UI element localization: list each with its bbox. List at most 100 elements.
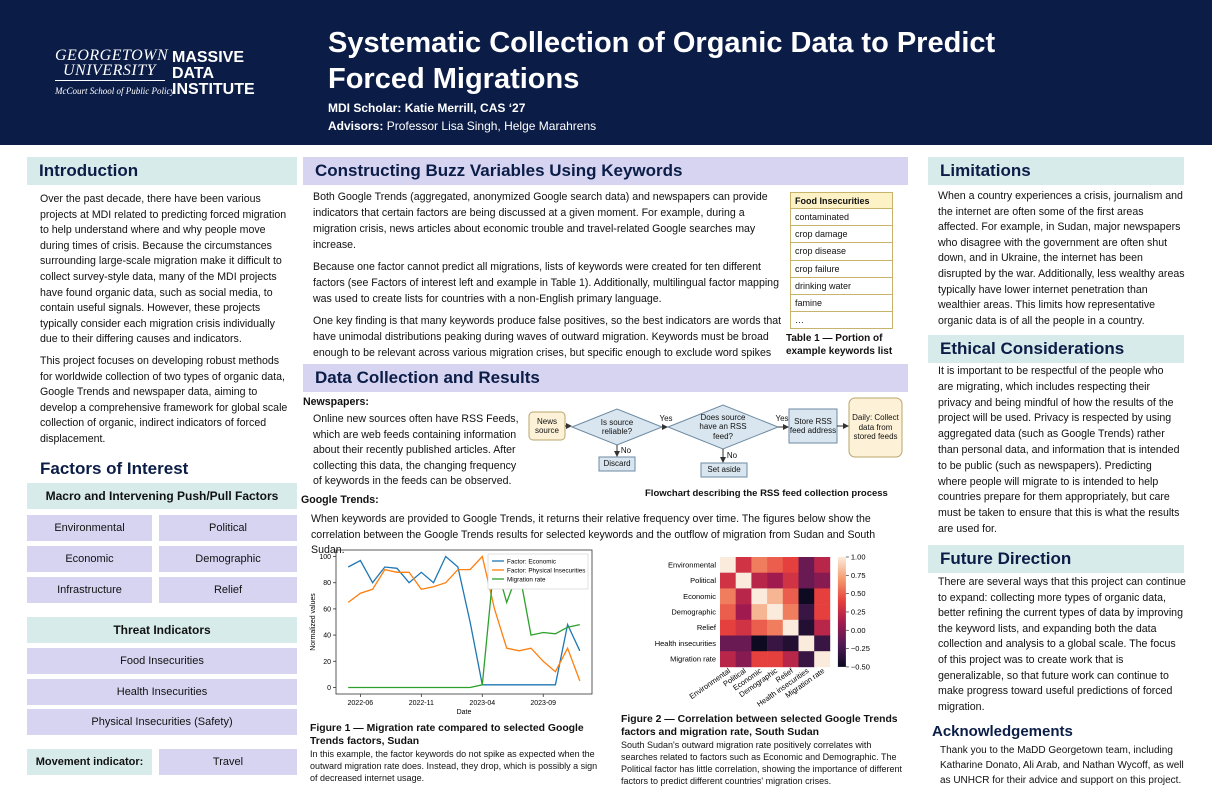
heatmap-cell xyxy=(720,588,736,605)
colorbar-label: −0.50 xyxy=(851,662,870,671)
y-tick-label: 100 xyxy=(319,554,331,561)
node-shape xyxy=(788,408,838,444)
row-label: Migration rate xyxy=(670,655,716,664)
threat-item: Health Insecurities xyxy=(27,678,297,705)
colorbar-label: 0.00 xyxy=(851,626,866,635)
table-cell: drinking water xyxy=(790,277,893,295)
logo-text: UNIVERSITY xyxy=(63,62,156,79)
colorbar-label: 0.25 xyxy=(851,607,866,616)
heatmap-cell xyxy=(767,651,784,668)
series-line xyxy=(347,555,581,686)
heatmap-cell xyxy=(751,635,768,652)
threat-item: Food Insecurities xyxy=(27,648,297,674)
table-caption: Table 1 — Portion of example keywords li… xyxy=(786,333,893,357)
colorbar-label: 0.50 xyxy=(851,589,866,598)
heatmap-cell xyxy=(720,557,736,573)
heatmap-cell xyxy=(751,619,768,636)
row-label: Demographic xyxy=(671,607,716,616)
heatmap-cell xyxy=(751,588,768,605)
x-tick-label: 2023-04 xyxy=(469,700,495,707)
value: Katie Merrill, CAS ‘27 xyxy=(404,101,526,115)
movement-value: Travel xyxy=(159,749,297,775)
series-line xyxy=(347,555,581,682)
heatmap-cell xyxy=(735,619,752,636)
node-label: News source xyxy=(534,416,559,436)
table-cell: crop disease xyxy=(790,243,893,261)
heatmap-cell xyxy=(767,557,784,573)
row-label: Environmental xyxy=(668,560,716,569)
heatmap-cell xyxy=(751,572,768,589)
line-chart: 0 20 40 60 80 100 2022-06 2022-11 2023-04 2023-09… xyxy=(310,549,593,716)
logo-text: MASSIVE xyxy=(172,49,245,66)
node-label: Daily: Collect data from stored feeds xyxy=(852,413,899,442)
ack-text: Thank you to the MaDD Georgetown team, i… xyxy=(940,745,1184,786)
newspapers-text: Online new sources often have RSS Feeds,… xyxy=(313,413,519,488)
factor-item: Demographic xyxy=(159,546,297,572)
section-heading: Limitations xyxy=(928,157,1184,185)
heatmap-cell xyxy=(735,557,752,573)
heatmap-cell xyxy=(735,635,752,652)
heatmap-cell xyxy=(798,619,815,636)
legend-box xyxy=(487,553,589,590)
table-header: Food Insecurities xyxy=(790,192,893,209)
heatmap-cell xyxy=(720,572,736,589)
heatmap: EnvironmentalEnvironmentalPoliticalPolit… xyxy=(655,553,870,709)
row-label: Health insecurities xyxy=(655,639,717,648)
section-heading: Data Collection and Results xyxy=(303,364,908,392)
colorbar xyxy=(837,557,846,667)
value: Professor Lisa Singh, Helge Marahrens xyxy=(386,119,597,133)
paragraph: Both Google Trends (aggregated, anonymiz… xyxy=(313,191,768,251)
university-logo: GEORGETOWN UNIVERSITY xyxy=(55,48,168,79)
heatmap-cell xyxy=(767,619,784,636)
x-tick-label: 2023-09 xyxy=(530,700,556,707)
node-label: Discard xyxy=(603,459,631,469)
heatmap-cell xyxy=(814,604,831,621)
heatmap-cell xyxy=(814,619,831,636)
heatmap-cell xyxy=(767,572,784,589)
heatmap-cell xyxy=(798,557,815,573)
heatmap-cell xyxy=(798,572,815,589)
heatmap-cell xyxy=(751,604,768,621)
heatmap-cell xyxy=(735,604,752,621)
heatmap-cell xyxy=(782,604,799,621)
node-label: Store RSS feed address xyxy=(789,416,837,436)
ethics-text: It is important to be respectful of the … xyxy=(938,365,1180,535)
heatmap-cell xyxy=(782,572,799,589)
heatmap-cell xyxy=(814,635,831,652)
intro-text: Over the past decade, there have been va… xyxy=(40,192,288,454)
node-shape xyxy=(848,397,903,458)
heatmap-cell xyxy=(798,604,815,621)
colorbar-label: −0.25 xyxy=(851,644,870,653)
header: GEORGETOWN UNIVERSITY McCourt School of … xyxy=(0,0,1212,145)
institute-logo: MASSIVE DATA INSTITUTE xyxy=(172,50,255,98)
paragraph: Over the past decade, there have been va… xyxy=(40,193,287,346)
edge-label: Yes xyxy=(775,414,789,424)
section-heading: Ethical Considerations xyxy=(928,335,1184,363)
y-tick-label: 40 xyxy=(323,633,331,640)
heatmap-cell xyxy=(814,651,831,668)
legend-label: Factor: Physical Insecurities xyxy=(507,567,585,574)
y-tick-label: 80 xyxy=(323,580,331,587)
factor-item: Political xyxy=(159,515,297,541)
heatmap-cell xyxy=(720,619,736,636)
flowchart: News source Is source reliable? Does sou… xyxy=(527,395,907,483)
table-body: contaminated crop damage crop disease crop … xyxy=(790,209,893,330)
heatmap-cell xyxy=(767,604,784,621)
legend-label: Migration rate xyxy=(507,576,546,583)
section-heading: Introduction xyxy=(27,157,297,185)
heatmap-cell xyxy=(767,635,784,652)
x-axis-label: Date xyxy=(457,709,472,716)
row-label: Political xyxy=(690,576,716,585)
section-heading: Factors of Interest xyxy=(40,459,189,478)
colorbar-label: 0.75 xyxy=(851,571,866,580)
table-cell: contaminated xyxy=(790,209,893,227)
row-label: Economic xyxy=(683,592,716,601)
keyword-table: Food Insecurities contaminated crop damag… xyxy=(790,192,893,330)
movement-label: Movement indicator: xyxy=(27,749,152,775)
heatmap-cell xyxy=(814,572,831,589)
label: Advisors: xyxy=(328,119,384,133)
title: Systematic Collection of Organic Data to… xyxy=(328,25,995,97)
heatmap-cell xyxy=(767,588,784,605)
future-text: There are several ways that this project… xyxy=(938,576,1186,713)
